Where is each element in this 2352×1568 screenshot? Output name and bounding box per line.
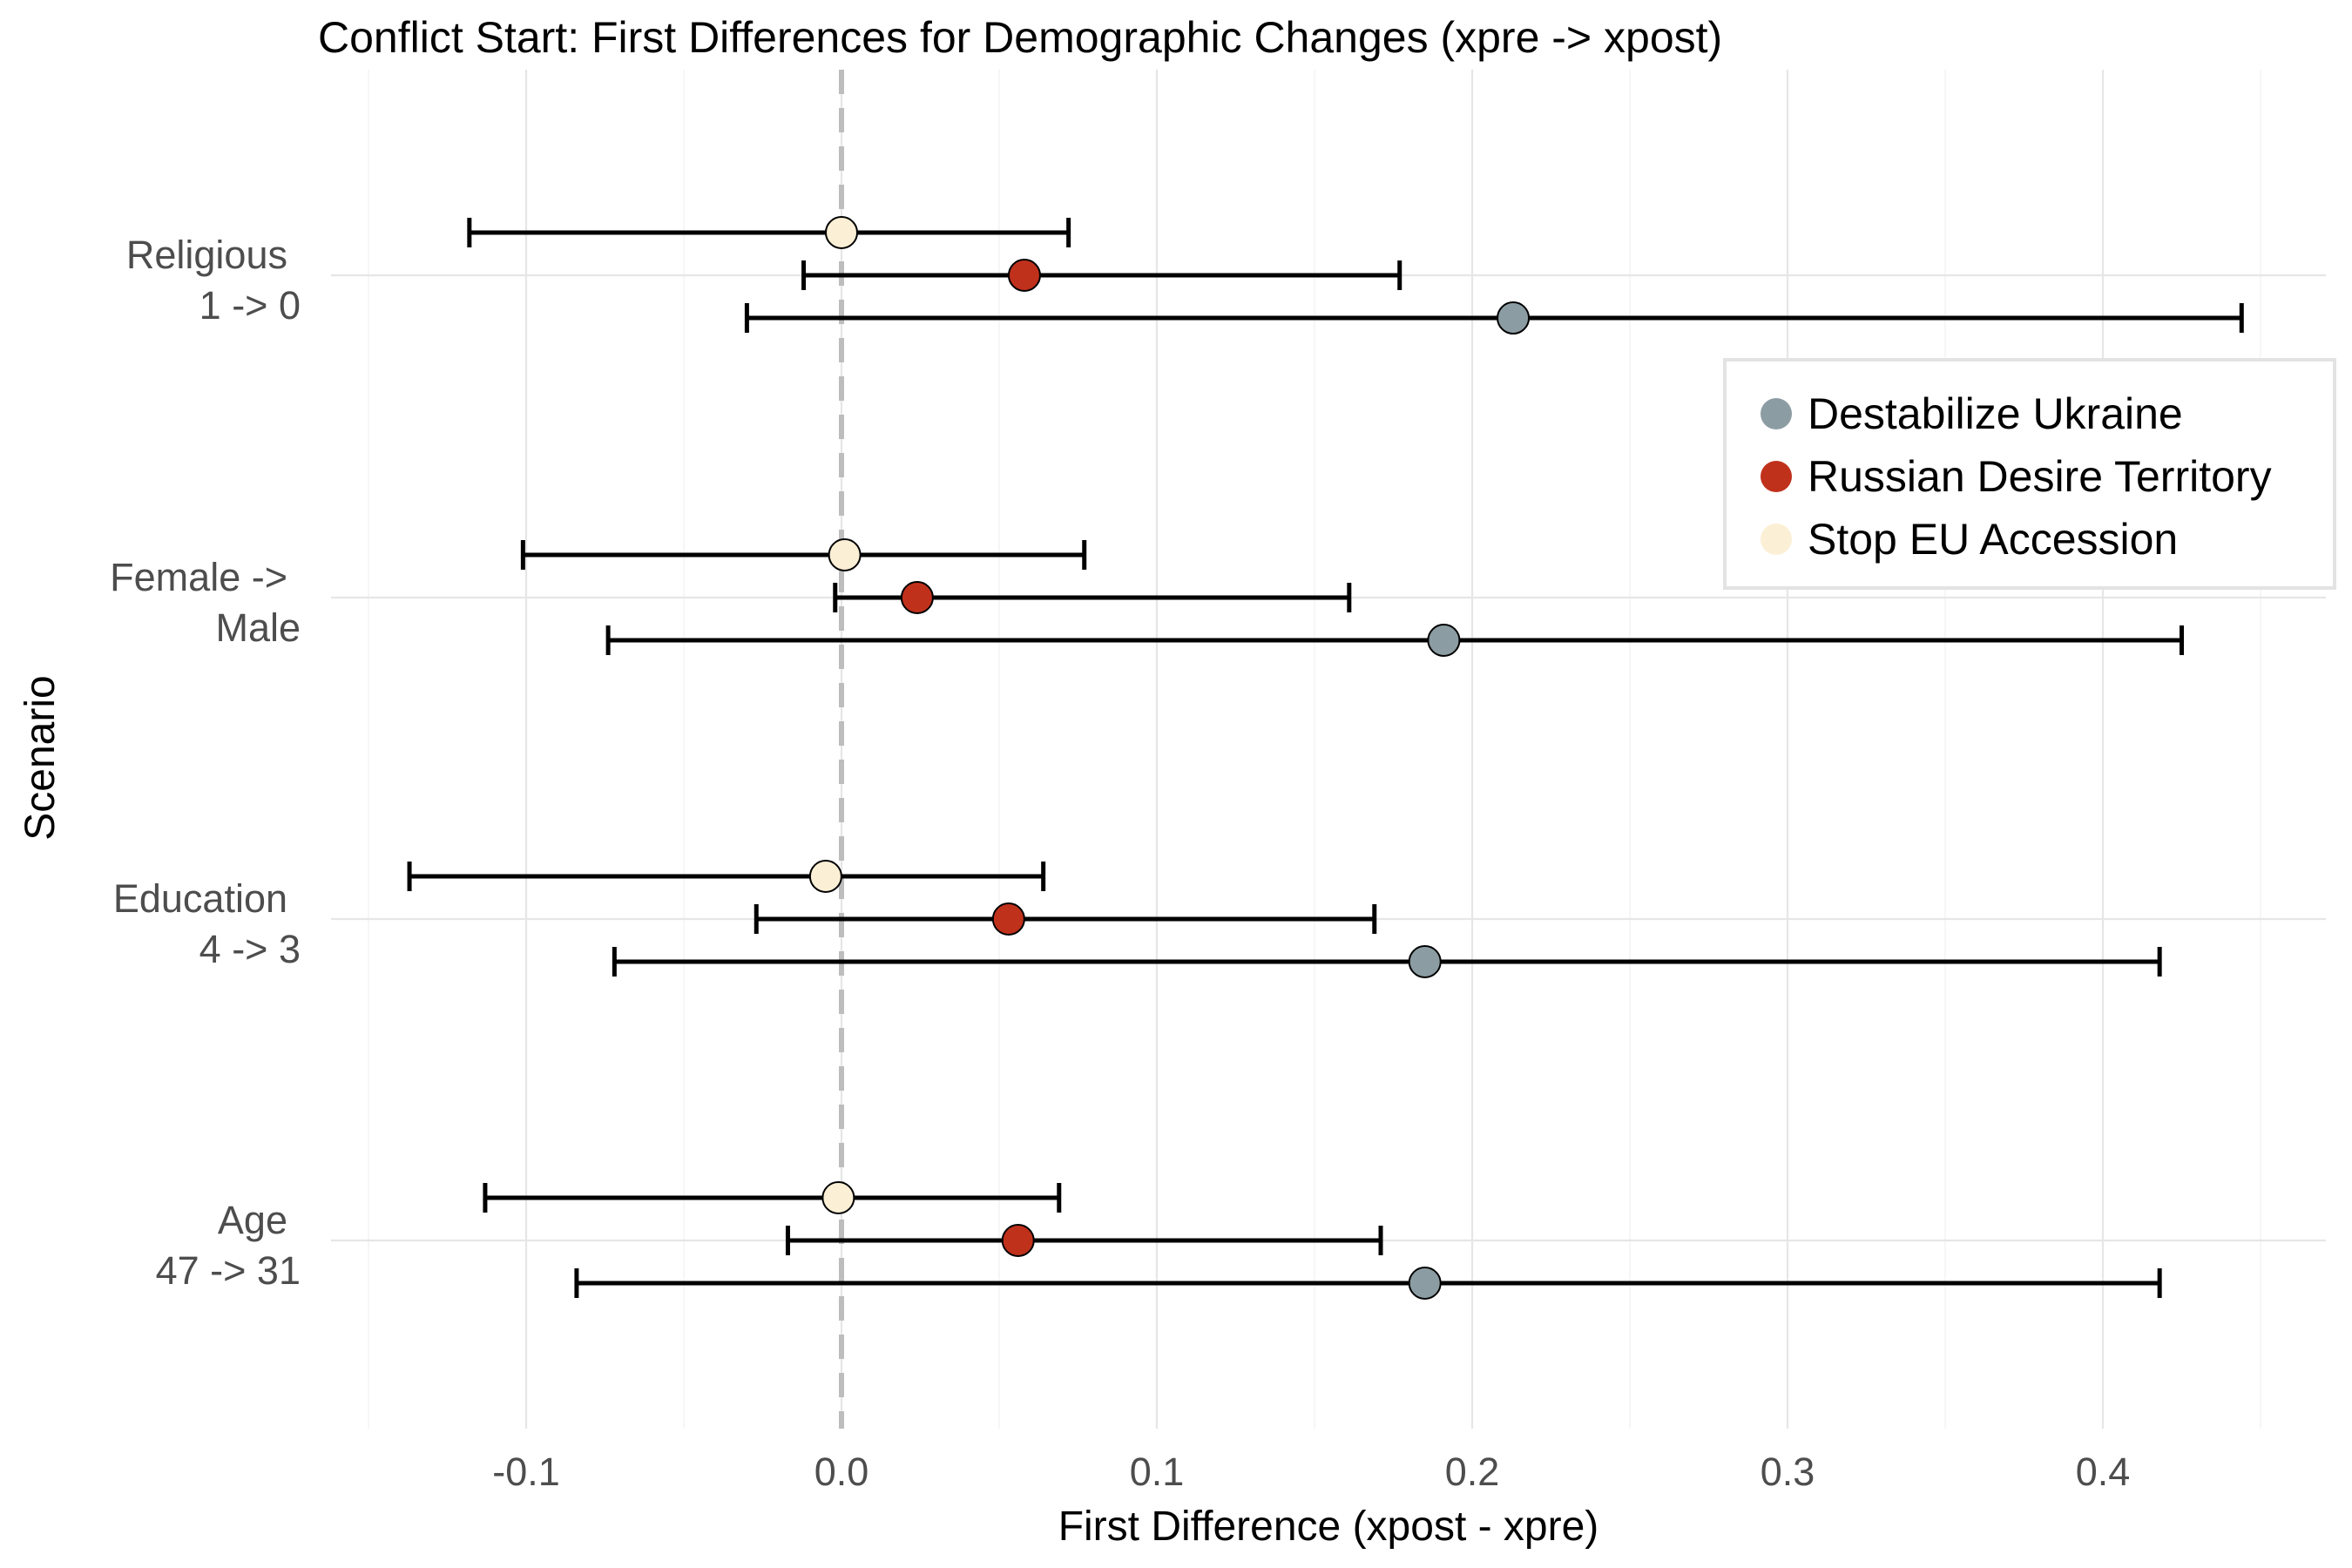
point-estimate (808, 860, 842, 893)
point-estimate (1007, 259, 1041, 292)
point-estimate (1408, 945, 1442, 978)
legend-label: Stop EU Accession (1808, 515, 2178, 564)
point-estimate (1408, 1267, 1442, 1300)
point-estimate (991, 902, 1025, 936)
x-tick-label: 0.1 (1130, 1450, 1185, 1494)
y-tick-label: Religious 1 -> 0 (126, 233, 301, 328)
y-tick-label-line: 4 -> 3 (199, 927, 301, 971)
x-tick-label: -0.1 (492, 1450, 560, 1494)
y-tick-label-line: 47 -> 31 (156, 1248, 301, 1293)
y-tick-label-line: Male (215, 605, 301, 650)
legend-swatch (1761, 461, 1792, 492)
y-axis-title: Scenario (17, 675, 64, 840)
legend: Destabilize Ukraine Russian Desire Territ… (1723, 358, 2336, 590)
y-tick-label: Age 47 -> 31 (156, 1198, 301, 1293)
legend-label: Russian Desire Territory (1808, 452, 2272, 501)
marks (407, 216, 2244, 1300)
legend-swatch (1761, 398, 1792, 429)
point-estimate (828, 538, 862, 571)
point-estimate (1001, 1224, 1035, 1257)
x-tick-label: 0.0 (814, 1450, 869, 1494)
point-estimate (1497, 301, 1531, 335)
y-tick-labels: Religious 1 -> 0 Female -> Male Education 4 -… (110, 233, 301, 1293)
point-estimate (900, 581, 934, 614)
y-tick-label: Education 4 -> 3 (113, 876, 301, 971)
y-tick-label-line: Age (218, 1198, 287, 1242)
x-tick-label: 0.2 (1445, 1450, 1500, 1494)
x-tick-labels: -0.1 0.0 0.1 0.2 0.3 0.4 (492, 1450, 2130, 1494)
legend-box (1723, 358, 2336, 590)
point-estimate (825, 216, 858, 249)
y-tick-label-line: 1 -> 0 (199, 283, 301, 328)
y-tick-label-line: Education (113, 876, 287, 921)
point-estimate (821, 1181, 855, 1214)
chart-title: Conflict Start: First Differences for De… (318, 13, 1722, 62)
legend-swatch (1761, 524, 1792, 555)
x-axis-title: First Difference (xpost - xpre) (1058, 1504, 1599, 1550)
y-tick-label: Female -> Male (110, 555, 301, 650)
y-tick-label-line: Religious (126, 233, 287, 277)
point-estimate (1427, 624, 1461, 657)
x-tick-label: 0.4 (2076, 1450, 2131, 1494)
y-tick-label-line: Female -> (110, 555, 287, 599)
x-tick-label: 0.3 (1761, 1450, 1815, 1494)
legend-label: Destabilize Ukraine (1808, 389, 2183, 438)
